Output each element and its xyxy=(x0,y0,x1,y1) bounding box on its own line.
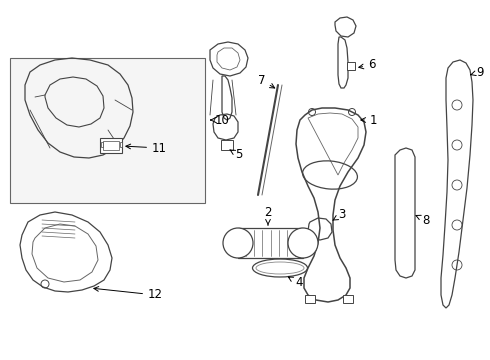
Bar xyxy=(305,295,315,303)
Bar xyxy=(10,58,205,203)
Circle shape xyxy=(288,228,318,258)
Text: 1: 1 xyxy=(361,113,377,126)
Text: 7: 7 xyxy=(258,73,275,88)
Text: 12: 12 xyxy=(94,287,163,302)
Text: 2: 2 xyxy=(264,207,272,225)
Bar xyxy=(347,62,355,70)
Text: 9: 9 xyxy=(470,66,484,78)
Text: 5: 5 xyxy=(230,148,243,162)
Text: 8: 8 xyxy=(416,213,429,226)
Text: 10: 10 xyxy=(215,113,230,126)
Text: 3: 3 xyxy=(333,208,345,221)
Text: 4: 4 xyxy=(288,276,302,289)
Text: 6: 6 xyxy=(359,58,375,72)
Bar xyxy=(101,142,103,147)
Circle shape xyxy=(223,228,253,258)
Text: 11: 11 xyxy=(126,141,167,154)
Bar xyxy=(100,138,122,153)
Bar xyxy=(103,141,119,150)
Bar xyxy=(343,295,353,303)
Bar xyxy=(120,142,122,147)
Bar xyxy=(238,228,303,258)
Bar xyxy=(221,140,233,150)
